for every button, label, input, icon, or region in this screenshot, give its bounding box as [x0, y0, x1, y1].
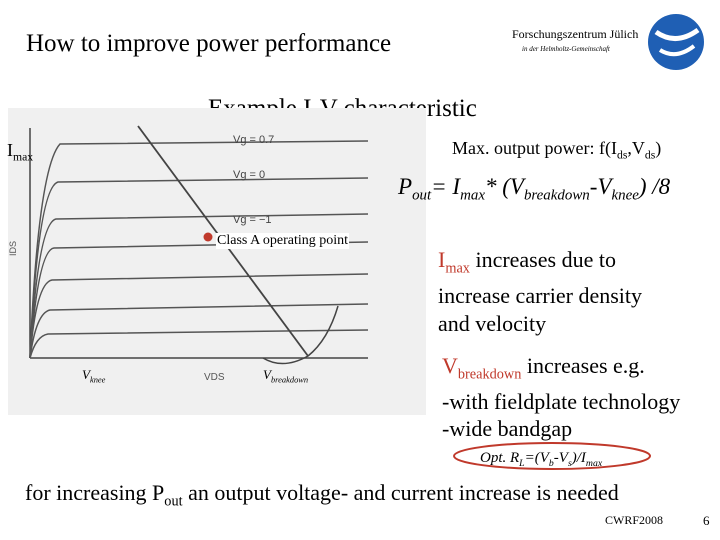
classa-label: Class A operating point — [216, 233, 350, 249]
vg-top-label: Vg = 0.7 — [233, 134, 274, 146]
pout-formula: Pout= Imax* (Vbreakdown-Vknee) /8 — [398, 174, 671, 204]
vbreakdown-increase-note: Vbreakdown increases e.g. -with fieldpla… — [442, 353, 681, 442]
curve-6 — [29, 303, 369, 359]
page-number: 6 — [703, 513, 710, 528]
max-output-power: Max. output power: f(Ids,Vds) — [452, 138, 662, 162]
vg-zero-label: Vg = 0 — [233, 169, 265, 181]
vbreakdown-label: Vbreakdown — [263, 367, 309, 385]
dissipation-curve — [262, 305, 339, 365]
curve-5 — [29, 273, 369, 359]
imax-label: Imax — [7, 140, 34, 164]
org-name: Forschungszentrum Jülich — [512, 27, 639, 41]
classa-marker — [203, 232, 213, 242]
vknee-label: Vknee — [82, 367, 106, 385]
slide-title: How to improve power performance — [26, 30, 392, 57]
optimal-load-formula: Opt. RL=(Vb-Vs)/Imax — [480, 450, 603, 469]
vg-neg-label: Vg = −1 — [233, 214, 272, 226]
iv-characteristic-plot: Vg = 0.7 Vg = 0 Vg = −1 IDS — [8, 108, 426, 415]
vds-axis-label: VDS — [204, 372, 225, 383]
conference-label: CWRF2008 — [605, 513, 664, 527]
imax-increase-note: Imax increases due to increase carrier d… — [438, 247, 642, 337]
conclusion-text: for increasing Pout an output voltage- a… — [25, 480, 619, 510]
ropt-highlight-oval — [453, 442, 651, 470]
fzj-logo-icon — [648, 14, 704, 70]
org-subtitle: in der Helmholtz-Gemeinschaft — [522, 45, 610, 53]
curve-7 — [29, 329, 369, 359]
ids-axis-label: IDS — [8, 241, 18, 256]
